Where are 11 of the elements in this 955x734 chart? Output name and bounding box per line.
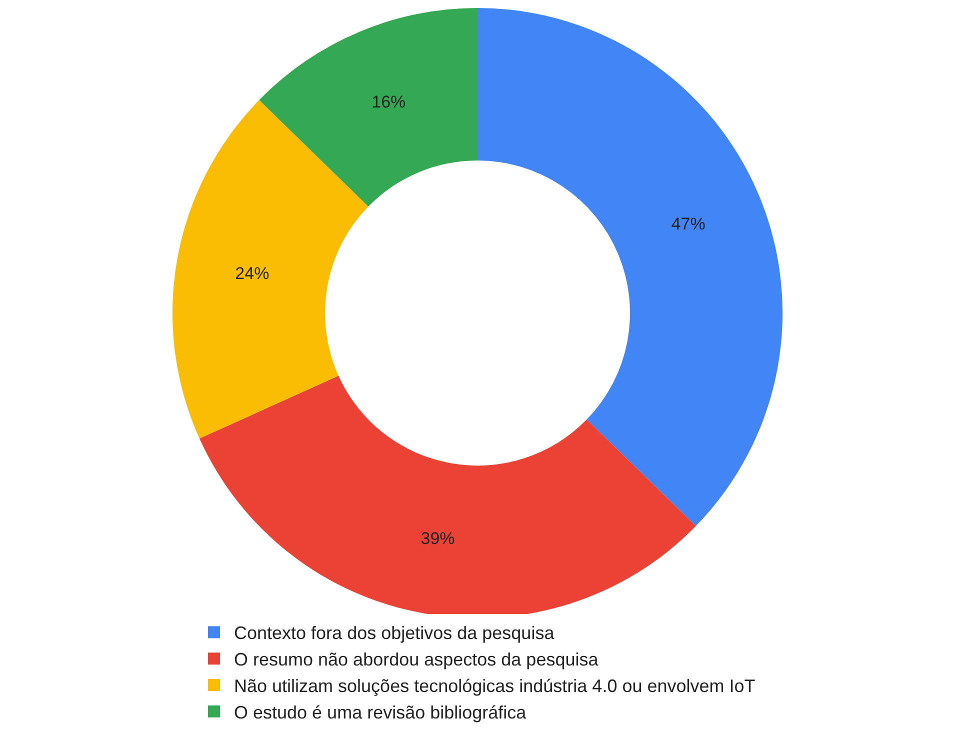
data-label: 16% — [372, 92, 406, 112]
donut-slice — [172, 100, 368, 439]
legend-label: O resumo não abordou aspectos da pesquisa — [234, 650, 600, 670]
donut-slice — [259, 8, 478, 207]
legend-label: Contexto fora dos objetivos da pesquisa — [234, 623, 556, 644]
donut-slice — [478, 8, 782, 526]
data-label: 39% — [420, 528, 455, 548]
data-label: 47% — [671, 214, 706, 234]
data-label: 24% — [235, 264, 270, 283]
legend-label: O estudo é uma revisão bibliográfica — [234, 702, 528, 722]
legend-label: Não utilizam soluções tecnológicas indústria 4.0 ou envolvem IoT — [234, 676, 756, 696]
